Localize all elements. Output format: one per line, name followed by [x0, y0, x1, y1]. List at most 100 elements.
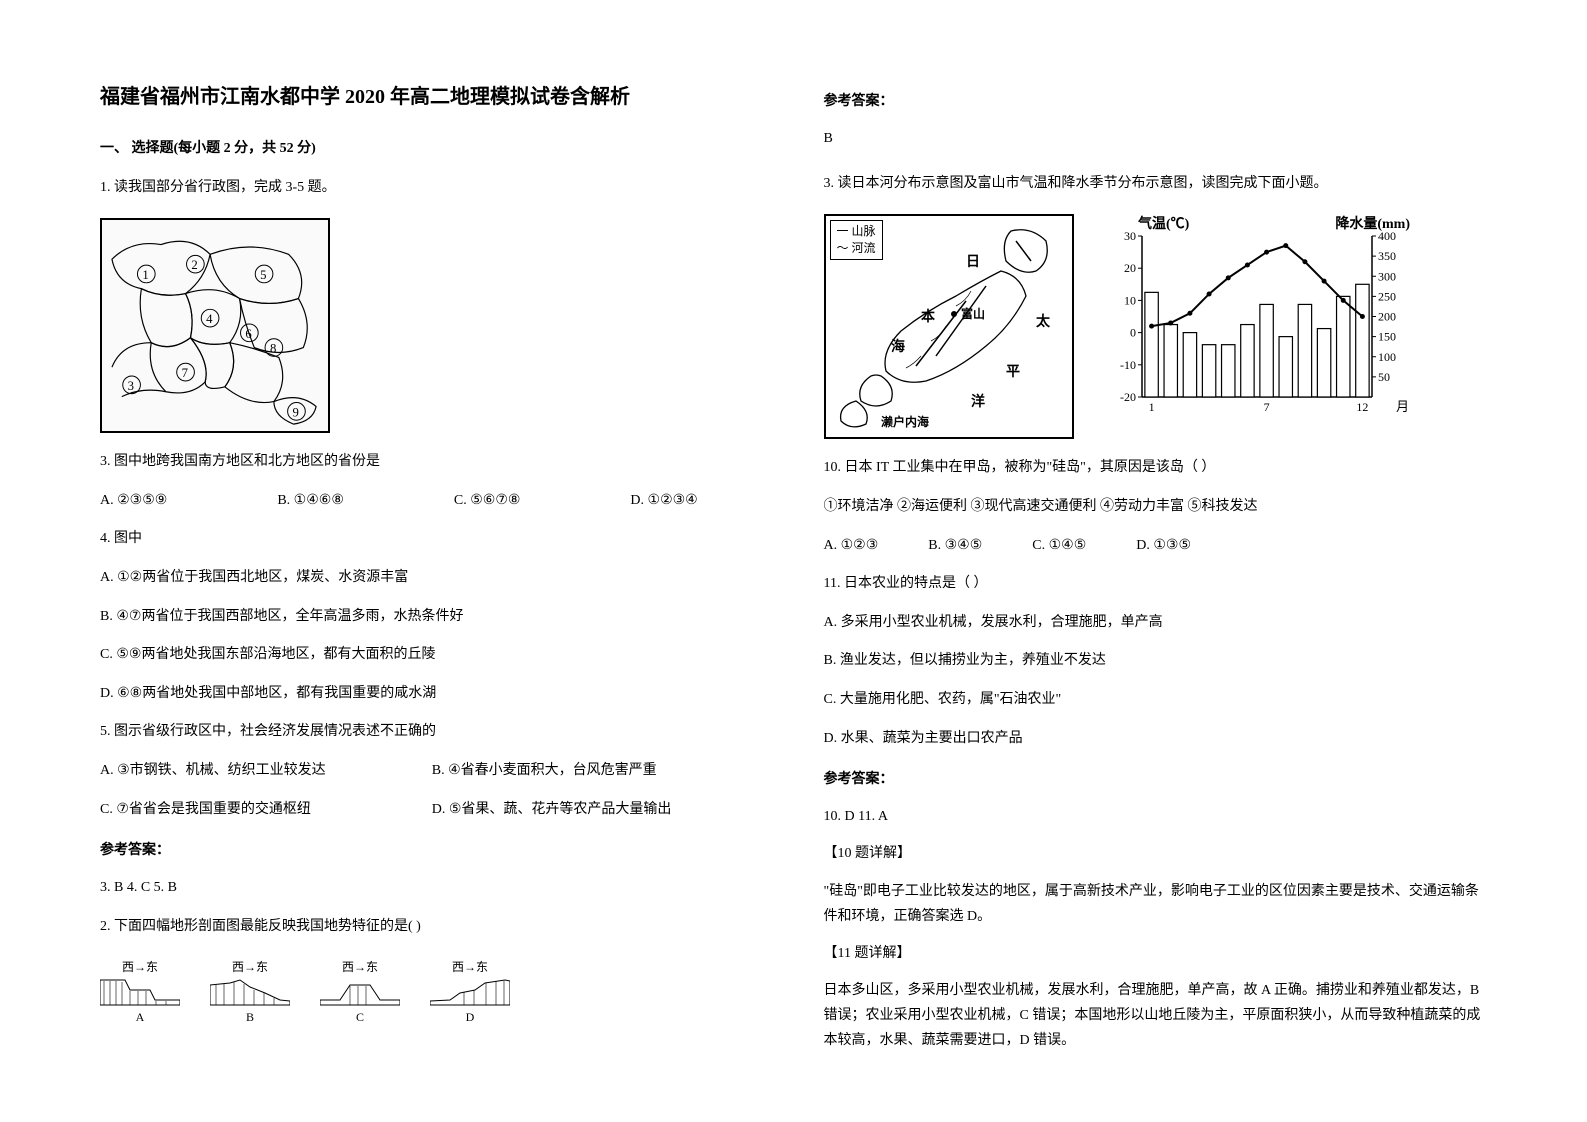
svg-text:8: 8: [270, 342, 276, 356]
opt-d: D. ①③⑤: [1136, 533, 1191, 560]
section-header: 一、 选择题(每小题 2 分，共 52 分): [100, 137, 764, 157]
page-title: 福建省福州市江南水都中学 2020 年高二地理模拟试卷含解析: [100, 80, 764, 109]
svg-text:7: 7: [1263, 400, 1269, 414]
svg-text:200: 200: [1378, 310, 1396, 324]
q3-sub11: 11. 日本农业的特点是（ ）: [824, 571, 1488, 598]
svg-text:-20: -20: [1120, 390, 1136, 404]
explain11: 日本多山区，多采用小型农业机械，发展水利，合理施肥，单产高，故 A 正确。捕捞业…: [824, 978, 1488, 1054]
q1-opts3: A. ②③⑤⑨ B. ①④⑥⑧ C. ⑤⑥⑦⑧ D. ①②③④: [100, 488, 764, 515]
q3-opts10: A. ①②③ B. ③④⑤ C. ①④⑤ D. ①③⑤: [824, 533, 1488, 560]
svg-text:-10: -10: [1120, 358, 1136, 372]
svg-text:1: 1: [1148, 400, 1154, 414]
ans3: 10. D 11. A: [824, 804, 1488, 829]
opt-b: B. ①④⑥⑧: [277, 488, 344, 515]
svg-text:350: 350: [1378, 250, 1396, 264]
opt-c: C. ⑤⑨两省地处我国东部沿海地区，都有大面积的丘陵: [100, 642, 764, 669]
svg-text:12: 12: [1356, 400, 1368, 414]
svg-text:1: 1: [142, 268, 148, 282]
q1-sub5: 5. 图示省级行政区中，社会经济发展情况表述不正确的: [100, 719, 764, 746]
map-legend: 一 山脉 ～ 河流: [830, 220, 883, 260]
dir-label: 西→东: [430, 958, 510, 975]
svg-text:降水量(mm): 降水量(mm): [1335, 215, 1410, 232]
label-c: C: [320, 1010, 400, 1025]
label-ping: 平: [1006, 364, 1020, 380]
legend-river: ～ 河流: [837, 240, 876, 257]
q2-stem: 2. 下面四幅地形剖面图最能反映我国地势特征的是( ): [100, 914, 764, 939]
opt-b: B. ④⑦两省位于我国西部地区，全年高温多雨，水热条件好: [100, 604, 764, 631]
svg-text:2: 2: [191, 258, 197, 272]
svg-text:3: 3: [128, 379, 134, 393]
opt-b: B. ③④⑤: [928, 533, 982, 560]
svg-text:0: 0: [1130, 326, 1136, 340]
q1-opts5-row1: A. ③市钢铁、机械、纺织工业较发达 B. ④省春小麦面积大，台风危害严重: [100, 758, 764, 785]
q1-sub4: 4. 图中: [100, 526, 764, 553]
label-fuyama: 富山: [961, 306, 985, 321]
opt-b: B. ④省春小麦面积大，台风危害严重: [432, 758, 657, 785]
profile-c: 西→东 C: [320, 958, 400, 1025]
dir-label: 西→东: [320, 958, 400, 975]
svg-text:6: 6: [245, 327, 251, 341]
q3-sub10-items: ①环境洁净 ②海运便利 ③现代高速交通便利 ④劳动力丰富 ⑤科技发达: [824, 494, 1488, 521]
ans1: 3. B 4. C 5. B: [100, 875, 764, 900]
opt-d: D. ①②③④: [630, 488, 697, 515]
opt-a: A. ②③⑤⑨: [100, 488, 167, 515]
opt-c: C. ⑦省省会是我国重要的交通枢纽: [100, 797, 432, 824]
explain10: "硅岛"即电子工业比较发达的地区，属于高新技术产业，影响电子工业的区位因素主要是…: [824, 879, 1488, 929]
svg-text:5: 5: [260, 268, 266, 282]
opt-c: C. ⑤⑥⑦⑧: [454, 488, 521, 515]
opt-d: D. 水果、蔬菜为主要出口农产品: [824, 726, 1488, 753]
left-column: 福建省福州市江南水都中学 2020 年高二地理模拟试卷含解析 一、 选择题(每小…: [100, 80, 764, 1042]
q3-sub10: 10. 日本 IT 工业集中在甲岛，被称为"硅岛"，其原因是该岛（ ）: [824, 455, 1488, 482]
svg-text:20: 20: [1124, 262, 1136, 276]
label-ben: 本: [921, 308, 936, 325]
profile-a: 西→东 A: [100, 958, 180, 1025]
label-d: D: [430, 1010, 510, 1025]
opt-a: A. ①②两省位于我国西北地区，煤炭、水资源丰富: [100, 565, 764, 592]
q3-stem: 3. 读日本河分布示意图及富山市气温和降水季节分布示意图，读图完成下面小题。: [824, 171, 1488, 196]
q1-opts5-row2: C. ⑦省省会是我国重要的交通枢纽 D. ⑤省果、蔬、花卉等农产品大量输出: [100, 797, 764, 824]
answer-header: 参考答案：: [100, 839, 764, 859]
svg-text:月: 月: [1396, 399, 1409, 414]
svg-text:30: 30: [1124, 229, 1136, 243]
svg-text:50: 50: [1378, 370, 1390, 384]
label-a: A: [100, 1010, 180, 1025]
opt-a: A. ①②③: [824, 533, 879, 560]
svg-text:4: 4: [206, 312, 213, 326]
answer-header: 参考答案：: [824, 90, 1488, 110]
japan-figures: 一 山脉 ～ 河流: [824, 214, 1488, 439]
label-yang: 洋: [971, 393, 985, 410]
opt-d: D. ⑤省果、蔬、花卉等农产品大量输出: [432, 797, 672, 824]
answer-header: 参考答案：: [824, 768, 1488, 788]
label-hai: 海: [891, 338, 905, 355]
ans2: B: [824, 126, 1488, 151]
svg-text:气温(℃): 气温(℃): [1137, 215, 1190, 232]
opt-a: A. ③市钢铁、机械、纺织工业较发达: [100, 758, 432, 785]
opt-b: B. 渔业发达，但以捕捞业为主，养殖业不发达: [824, 648, 1488, 675]
label-seto: 濑户内海: [881, 414, 929, 429]
dir-label: 西→东: [100, 958, 180, 975]
terrain-profiles: 西→东 A 西→东 B 西→东 C 西→东 D: [100, 958, 764, 1025]
svg-text:300: 300: [1378, 270, 1396, 284]
svg-text:250: 250: [1378, 290, 1396, 304]
svg-text:400: 400: [1378, 229, 1396, 243]
china-provinces-map: 1 2 3 4 5 6 7 8 9: [100, 218, 330, 433]
dir-label: 西→东: [210, 958, 290, 975]
right-column: 参考答案： B 3. 读日本河分布示意图及富山市气温和降水季节分布示意图，读图完…: [824, 80, 1488, 1042]
svg-text:10: 10: [1124, 294, 1136, 308]
svg-text:7: 7: [182, 366, 188, 380]
svg-text:150: 150: [1378, 330, 1396, 344]
q1-stem: 1. 读我国部分省行政图，完成 3-5 题。: [100, 175, 764, 200]
opt-c: C. ①④⑤: [1032, 533, 1086, 560]
profile-d: 西→东 D: [430, 958, 510, 1025]
japan-map: 一 山脉 ～ 河流: [824, 214, 1074, 439]
opt-a: A. 多采用小型农业机械，发展水利，合理施肥，单产高: [824, 610, 1488, 637]
label-ri: 日: [966, 254, 980, 270]
explain10-header: 【10 题详解】: [824, 841, 1488, 866]
label-b: B: [210, 1010, 290, 1025]
legend-mountain: 一 山脉: [837, 223, 876, 240]
opt-c: C. 大量施用化肥、农药，属"石油农业": [824, 687, 1488, 714]
q1-sub3: 3. 图中地跨我国南方地区和北方地区的省份是: [100, 449, 764, 476]
svg-text:9: 9: [293, 405, 299, 419]
climate-chart: 气温(℃) 降水量(mm) -20 -10 0 10 20 30 50 100 150 200 250 3…: [1104, 214, 1414, 419]
svg-text:100: 100: [1378, 350, 1396, 364]
